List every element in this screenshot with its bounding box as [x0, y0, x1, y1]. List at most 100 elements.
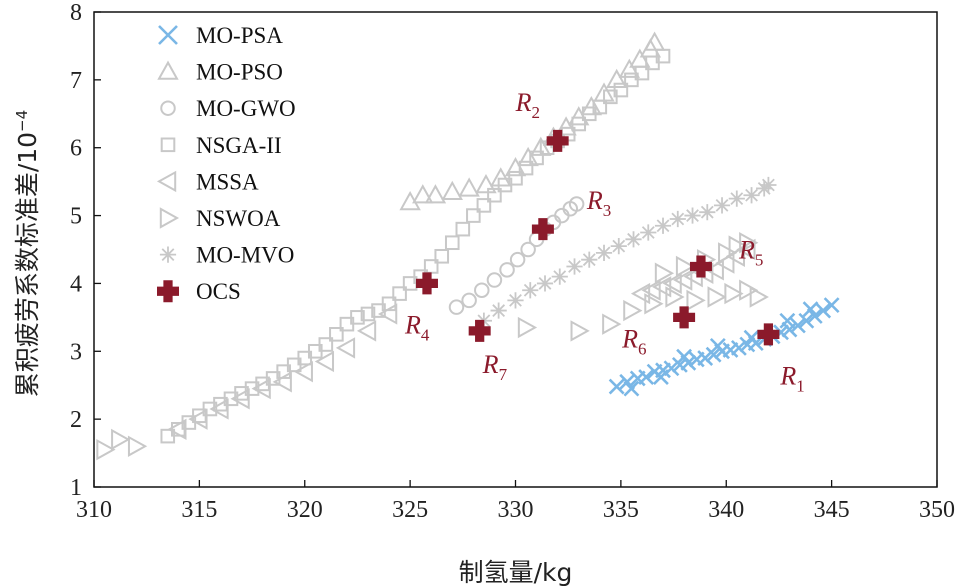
y-axis-title-exponent: −4	[13, 110, 31, 132]
point-nswoa	[111, 428, 131, 451]
point-ocs	[415, 272, 438, 295]
y-tick-label: 8	[70, 0, 82, 26]
point-mo-pso	[490, 167, 512, 187]
point-nswoa	[517, 316, 538, 339]
point-mo-pso	[412, 184, 434, 204]
legend-marker-mssa	[156, 170, 177, 193]
point-nswoa	[623, 299, 643, 322]
y-tick-label: 4	[70, 271, 82, 297]
point-nsga-ii	[392, 286, 407, 301]
annotation-r7: R7	[482, 350, 508, 384]
point-mo-gwo	[461, 292, 477, 309]
x-tick-label: 330	[498, 497, 534, 523]
point-mo-mvo	[581, 251, 598, 268]
point-mssa	[356, 320, 377, 342]
point-nswoa	[739, 232, 759, 254]
legend-label-mo-gwo: MO-GWO	[196, 96, 296, 121]
y-tick-label: 6	[70, 136, 82, 162]
plot-markers	[96, 31, 840, 461]
x-tick-label: 350	[919, 497, 955, 523]
point-mo-psa	[815, 302, 832, 319]
point-nswoa	[570, 320, 590, 342]
point-mssa	[704, 259, 724, 281]
point-mo-pso	[618, 58, 641, 78]
annotation-subscript: 1	[796, 376, 805, 395]
legend-marker-mo-pso	[157, 60, 179, 80]
y-tick-label: 1	[70, 475, 82, 501]
point-mo-pso	[458, 177, 480, 197]
point-mo-mvo	[743, 187, 760, 204]
point-nswoa	[675, 255, 696, 278]
legend-label-nswoa: NSWOA	[196, 206, 281, 231]
point-mo-gwo	[499, 262, 515, 278]
point-mo-psa	[623, 380, 640, 397]
y-axis-ticks: 1 2 3 4 5 6 7 8	[70, 0, 101, 501]
point-mo-gwo	[474, 282, 490, 298]
point-nsga-ii	[202, 401, 218, 417]
point-nsga-ii	[634, 65, 650, 81]
point-mo-psa	[743, 329, 760, 346]
point-nswoa	[739, 279, 759, 301]
series-ocs	[415, 129, 780, 346]
annotation-r4: R4	[404, 310, 430, 344]
point-mo-psa	[608, 378, 625, 395]
legend-marker-nswoa	[159, 207, 180, 229]
point-nsga-ii	[571, 116, 587, 132]
y-axis-title: 累积疲劳系数标准差/10−4	[13, 110, 42, 397]
point-nswoa	[665, 286, 685, 308]
point-mo-psa	[697, 350, 714, 366]
x-tick-label: 340	[708, 497, 744, 523]
point-mssa	[251, 377, 271, 400]
point-mo-mvo	[625, 231, 642, 248]
annotation-base: R	[482, 350, 499, 379]
point-mo-psa	[823, 297, 840, 314]
point-mo-mvo	[595, 244, 613, 261]
point-mo-psa	[709, 337, 726, 354]
point-mo-mvo	[684, 207, 701, 224]
point-nsga-ii	[518, 160, 534, 176]
point-nsga-ii	[476, 198, 492, 213]
point-nsga-ii	[244, 381, 260, 396]
point-nsga-ii	[434, 248, 450, 264]
point-mssa	[188, 408, 208, 430]
point-mssa	[272, 371, 292, 393]
point-mo-psa	[705, 346, 722, 363]
point-mo-mvo	[490, 302, 507, 319]
point-nsga-ii	[613, 82, 629, 98]
point-nswoa	[644, 293, 664, 315]
point-mo-psa	[652, 369, 669, 385]
annotation-r1: R1	[779, 361, 804, 395]
point-ocs	[468, 319, 491, 342]
legend-label-mo-mvo: MO-MVO	[196, 243, 294, 268]
annotation-subscript: 6	[638, 339, 647, 358]
x-tick-label: 335	[603, 497, 639, 523]
x-axis-title: 制氢量/kg	[459, 558, 573, 587]
legend-marker-mo-mvo	[159, 246, 177, 263]
annotation-r2: R2	[515, 88, 540, 122]
legend-marker-ocs	[157, 280, 179, 303]
point-nswoa	[686, 289, 706, 312]
annotation-r6: R6	[621, 324, 646, 358]
point-nsga-ii	[350, 310, 365, 325]
annotation-base: R	[738, 235, 755, 264]
point-ocs	[673, 306, 696, 329]
y-tick-label: 7	[70, 68, 82, 94]
point-mo-gwo	[486, 272, 503, 288]
point-mssa	[167, 418, 187, 441]
legend: MO-PSA MO-PSO MO-GWO NSGA-II MSSA NSWOA MO-MVO…	[156, 23, 296, 304]
point-mo-psa	[798, 312, 815, 329]
point-mssa	[314, 350, 335, 373]
point-mo-mvo	[728, 190, 745, 207]
y-axis-title-text: 累积疲劳系数标准差/10	[13, 132, 42, 397]
point-nsga-ii	[329, 327, 344, 342]
point-mo-gwo	[509, 251, 526, 268]
annotation-subscript: 2	[532, 103, 541, 122]
point-nswoa	[96, 438, 116, 461]
point-nsga-ii	[318, 337, 334, 352]
point-nsga-ii	[508, 170, 523, 186]
series-mo-gwo	[448, 196, 585, 315]
y-tick-label: 3	[70, 339, 82, 365]
point-ocs	[757, 323, 780, 346]
point-mo-mvo	[669, 210, 686, 228]
